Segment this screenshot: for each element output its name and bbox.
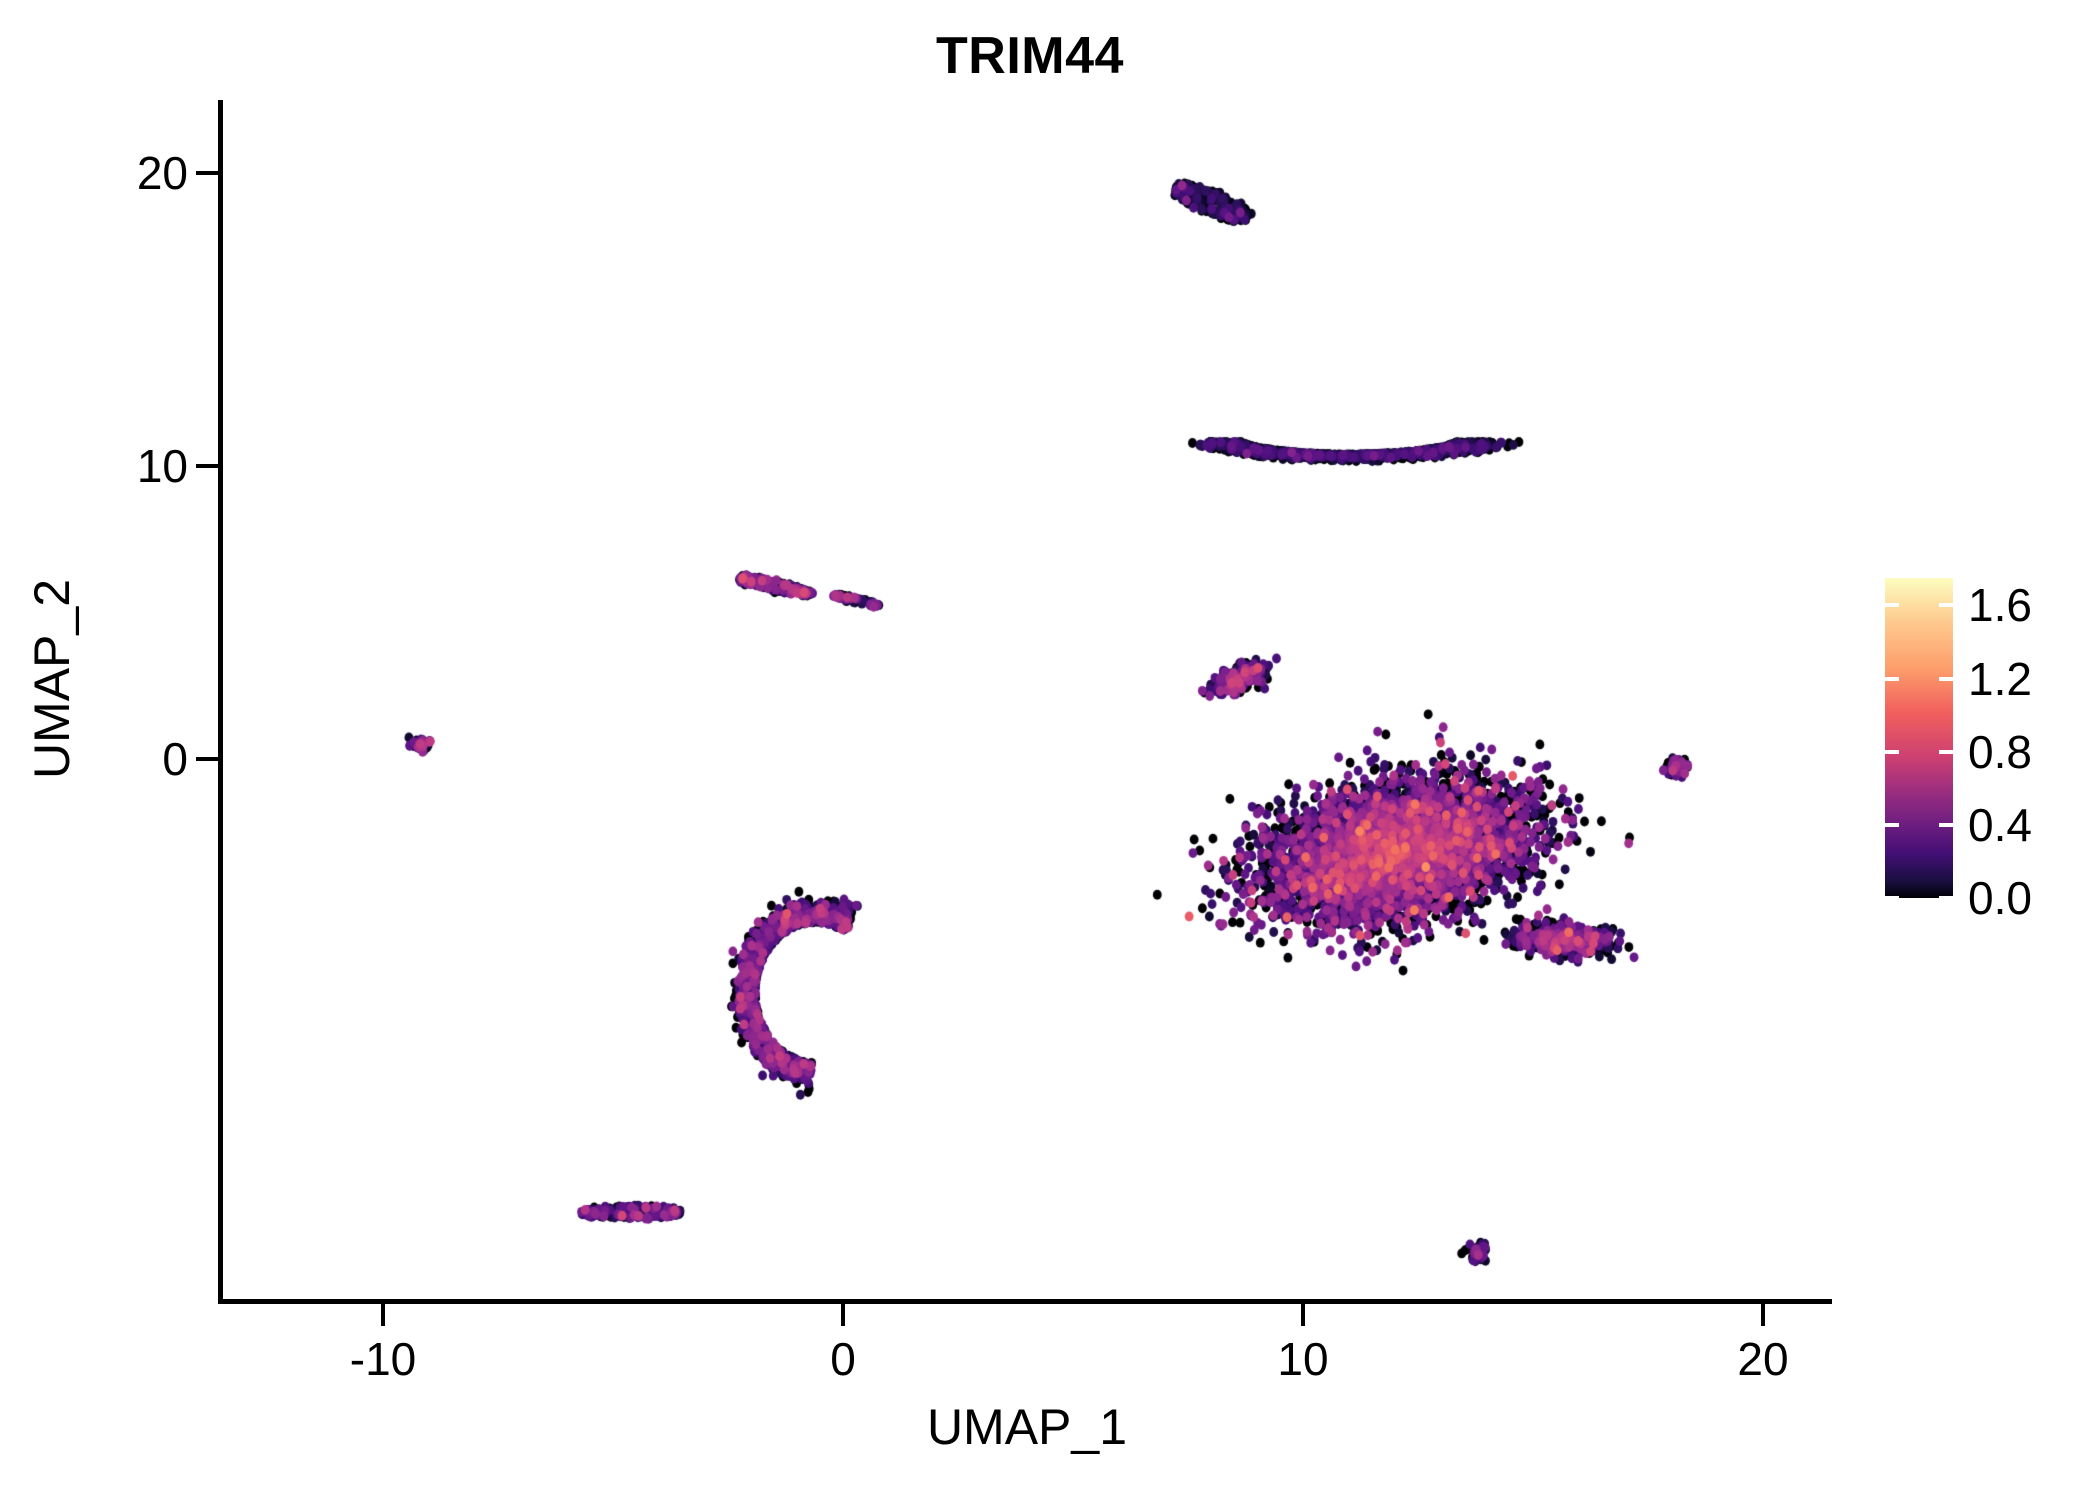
scatter-points-canvas [222,100,1832,1300]
x-axis-title: UMAP_1 [926,1399,1128,1455]
scatter-plot-panel [222,100,1832,1300]
colorbar-tick-mark [1885,822,1953,827]
colorbar-legend: 0.0 0.4 0.8 1.2 1.6 [1880,560,2080,930]
x-tick-mark [841,1304,845,1326]
colorbar-tick-label: 1.2 [1968,652,2032,705]
colorbar-tick-mark [1885,603,1953,608]
x-tick-mark [381,1304,385,1326]
colorbar-tick-mark [1885,896,1953,900]
x-tick-label: -10 [349,1333,417,1385]
colorbar-tick-mark [1885,749,1953,754]
x-tick-label: 20 [1737,1333,1789,1385]
y-tick-label: 10 [136,439,188,492]
colorbar-tick-label: 0.8 [1968,725,2032,778]
y-axis-line [218,100,223,1304]
y-tick-mark [196,756,218,761]
colorbar-gradient [1885,578,1953,898]
x-tick-label: 0 [830,1333,856,1385]
y-tick-label: 0 [162,732,188,785]
y-axis-title: UMAP_2 [24,578,80,780]
x-tick-mark [1761,1304,1765,1326]
x-axis-line [222,1299,1832,1304]
colorbar-tick-mark [1885,676,1953,681]
x-tick-label: 10 [1277,1333,1329,1385]
x-tick-mark [1301,1304,1305,1326]
colorbar-tick-label: 1.6 [1968,579,2032,632]
colorbar-tick-label: 0.0 [1968,872,2032,924]
y-tick-mark [196,463,218,468]
y-tick-mark [196,171,218,176]
colorbar-tick-label: 0.4 [1968,798,2032,851]
y-tick-label: 20 [136,147,188,200]
page-title: TRIM44 [936,27,1124,85]
